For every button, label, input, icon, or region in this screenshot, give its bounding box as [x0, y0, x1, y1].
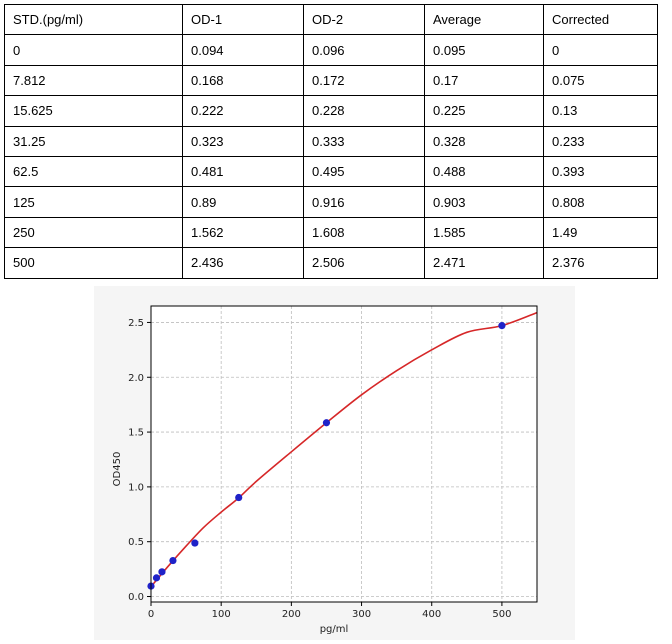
cell-average: 0.903: [424, 186, 544, 218]
y-tick-label: 0.0: [128, 592, 144, 603]
cell-std: 7.812: [4, 64, 183, 97]
cell-std: 250: [4, 216, 183, 249]
cell-average: 2.471: [424, 247, 544, 279]
table-row: 125 0.89 0.916 0.903 0.808: [4, 186, 658, 218]
cell-corrected: 0.393: [543, 155, 658, 188]
cell-average: 1.585: [424, 216, 544, 249]
cell-average: 0.225: [424, 95, 544, 127]
data-point: [235, 493, 243, 502]
x-axis-label: pg/ml: [320, 624, 349, 635]
cell-corrected: 0.075: [543, 64, 658, 97]
cell-average: 0.488: [424, 155, 544, 188]
cell-average: 0.17: [424, 64, 544, 97]
cell-corrected: 0.233: [543, 125, 658, 157]
x-tick-label: 0: [148, 609, 154, 620]
cell-std: 15.625: [4, 95, 183, 127]
x-tick-label: 100: [212, 609, 231, 620]
cell-corrected: 1.49: [543, 216, 658, 249]
cell-corrected: 2.376: [543, 247, 658, 279]
cell-od2: 0.916: [303, 186, 425, 218]
table-row: 0 0.094 0.096 0.095 0: [4, 34, 658, 66]
chart-panel: 0 100 200 300 400 500 0.0 0.5 1.0 1.5 2.0 2.5 pg/ml O…: [94, 286, 575, 640]
cell-od1: 0.094: [182, 34, 304, 66]
data-point: [169, 556, 177, 565]
y-tick-label: 2.0: [128, 373, 144, 384]
header-average: Average: [424, 3, 544, 36]
cell-corrected: 0.13: [543, 95, 658, 127]
y-tick-label: 0.5: [128, 537, 144, 548]
cell-od2: 0.172: [303, 64, 425, 97]
table-row: 500 2.436 2.506 2.471 2.376: [4, 247, 658, 279]
cell-od1: 0.168: [182, 64, 304, 97]
cell-average: 0.095: [424, 34, 544, 66]
data-point: [498, 322, 506, 330]
x-tick-label: 200: [282, 609, 301, 620]
data-point: [152, 574, 161, 582]
cell-average: 0.328: [424, 125, 544, 157]
x-tick-label: 400: [422, 609, 441, 620]
table-row: 250 1.562 1.608 1.585 1.49: [4, 216, 658, 249]
table-row: 31.25 0.323 0.333 0.328 0.233: [4, 125, 658, 157]
header-std: STD.(pg/ml): [4, 3, 183, 36]
fit-curve-line: [150, 311, 538, 588]
table-row: 7.812 0.168 0.172 0.17 0.075: [4, 64, 658, 97]
y-axis-label: OD450: [112, 452, 123, 487]
y-tick-label: 1.5: [128, 428, 144, 439]
plot-area: [151, 306, 537, 602]
cell-std: 500: [4, 247, 183, 279]
cell-std: 125: [4, 186, 183, 218]
table-row: 62.5 0.481 0.495 0.488 0.393: [4, 155, 658, 188]
data-point: [322, 419, 331, 427]
cell-std: 62.5: [4, 155, 183, 188]
header-od1: OD-1: [182, 3, 304, 36]
cell-od2: 0.333: [303, 125, 425, 157]
cell-od1: 0.481: [182, 155, 304, 188]
x-tick-label: 300: [352, 609, 371, 620]
cell-std: 31.25: [4, 125, 183, 157]
cell-std: 0: [4, 34, 183, 66]
cell-od2: 0.228: [303, 95, 425, 127]
cell-od2: 0.495: [303, 155, 425, 188]
cell-od1: 2.436: [182, 247, 304, 279]
header-corrected: Corrected: [543, 3, 658, 36]
cell-od1: 0.89: [182, 186, 304, 218]
x-tick-label: 500: [492, 609, 511, 620]
cell-corrected: 0.808: [543, 186, 658, 218]
y-tick-label: 2.5: [128, 318, 144, 329]
y-tick-label: 1.0: [128, 482, 144, 493]
cell-od1: 0.323: [182, 125, 304, 157]
plot-frame: [150, 305, 538, 603]
standards-table: STD.(pg/ml) OD-1 OD-2 Average Corrected …: [4, 3, 658, 279]
header-od2: OD-2: [303, 3, 425, 36]
cell-od1: 0.222: [182, 95, 304, 127]
cell-corrected: 0: [543, 34, 658, 66]
cell-od2: 0.096: [303, 34, 425, 66]
cell-od2: 2.506: [303, 247, 425, 279]
table-header-row: STD.(pg/ml) OD-1 OD-2 Average Corrected: [4, 3, 658, 36]
cell-od1: 1.562: [182, 216, 304, 249]
data-point: [158, 568, 166, 576]
table-body: 0 0.094 0.096 0.095 0 7.812 0.168 0.172 0.17 0.07…: [4, 34, 658, 279]
cell-od2: 1.608: [303, 216, 425, 249]
table-row: 15.625 0.222 0.228 0.225 0.13: [4, 95, 658, 127]
data-point: [191, 539, 199, 547]
standard-curve-chart: 0 100 200 300 400 500 0.0 0.5 1.0 1.5 2.0 2.5 pg/ml O…: [112, 305, 538, 635]
